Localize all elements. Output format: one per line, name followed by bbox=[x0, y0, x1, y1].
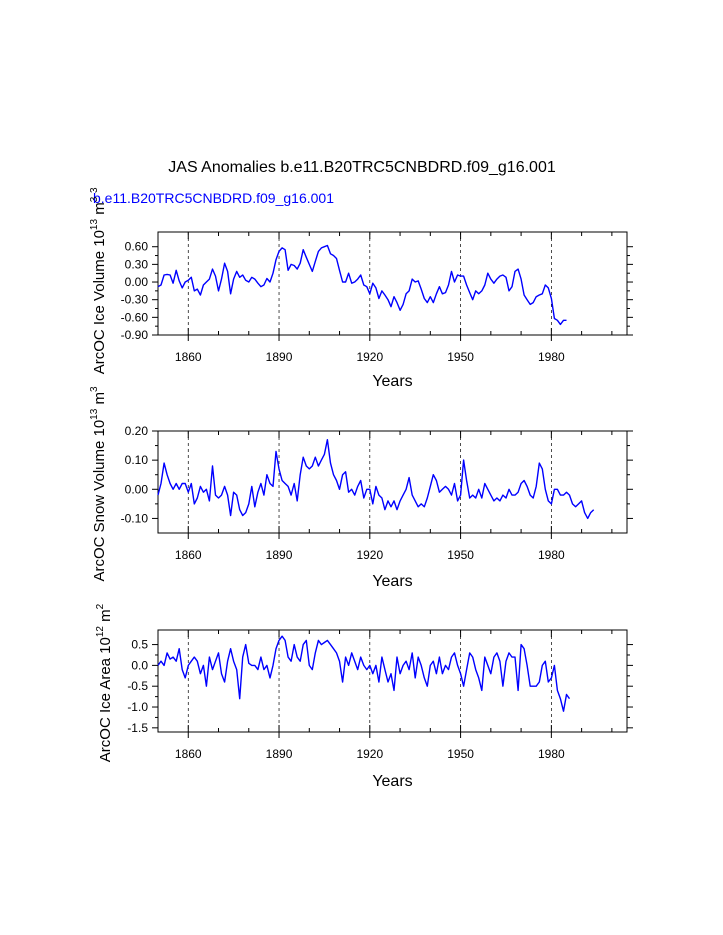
y-tick-label: 0.00 bbox=[125, 482, 149, 496]
y-tick-label: -0.60 bbox=[121, 310, 149, 324]
x-tick-label: 1920 bbox=[356, 747, 383, 761]
y-tick-label: -0.90 bbox=[121, 328, 149, 342]
panel-snow-volume: 1860 1890 1920 1950 1980 -0.10 0.00 0.10 0.20 Yea… bbox=[89, 386, 633, 590]
x-tick-label: 1890 bbox=[266, 548, 293, 562]
series-line-ice-volume bbox=[157, 244, 567, 326]
y-tick-label: 0.0 bbox=[131, 658, 148, 672]
x-tick-label: 1980 bbox=[538, 350, 565, 364]
plot-frame bbox=[157, 430, 628, 534]
overlay-exponent-label: 3 bbox=[89, 187, 100, 193]
y-tick-label: -1.0 bbox=[127, 700, 148, 714]
x-tick-label: 1860 bbox=[175, 548, 202, 562]
y-tick-label: 0.30 bbox=[125, 257, 149, 271]
x-tick-label: 1860 bbox=[175, 350, 202, 364]
y-axis-label: ArcOC Ice Volume 1013 m3 bbox=[89, 196, 108, 374]
x-axis-label: Years bbox=[372, 373, 412, 390]
x-tick-label: 1920 bbox=[356, 350, 383, 364]
x-tick-label: 1950 bbox=[447, 747, 474, 761]
y-tick-label: 0.00 bbox=[125, 275, 149, 289]
x-axis-label: Years bbox=[372, 573, 412, 590]
chart-panels: 1860 1890 1920 1950 1980 -0.90 -0.60 -0.30 0.00 0… bbox=[89, 196, 633, 790]
x-tick-label: 1950 bbox=[447, 548, 474, 562]
y-tick-label: -0.5 bbox=[127, 679, 148, 693]
y-tick-label: -0.10 bbox=[121, 511, 149, 525]
x-tick-label: 1860 bbox=[175, 747, 202, 761]
y-tick-label: 0.60 bbox=[125, 240, 149, 254]
x-tick-label: 1980 bbox=[538, 548, 565, 562]
y-axis-label: ArcOC Snow Volume 1013 m3 bbox=[89, 386, 108, 582]
y-tick-label: 0.20 bbox=[125, 424, 149, 438]
y-tick-label: -0.30 bbox=[121, 293, 149, 307]
panel-ice-volume: 1860 1890 1920 1950 1980 -0.90 -0.60 -0.30 0.00 0… bbox=[89, 196, 633, 390]
plot-frame bbox=[157, 231, 628, 336]
series-line-ice-area bbox=[157, 635, 571, 712]
series-legend-label: b.e11.B20TRC5CNBDRD.f09_g16.001 bbox=[93, 190, 334, 206]
x-axis-label: Years bbox=[372, 773, 412, 790]
x-tick-label: 1890 bbox=[266, 350, 293, 364]
panel-ice-area: 1860 1890 1920 1950 1980 -1.5 -1.0 -0.5 0.0 0.5 Ye… bbox=[95, 603, 633, 790]
x-tick-label: 1950 bbox=[447, 350, 474, 364]
x-tick-label: 1980 bbox=[538, 747, 565, 761]
series-line-snow-volume bbox=[157, 439, 595, 520]
chart-title: JAS Anomalies b.e11.B20TRC5CNBDRD.f09_g1… bbox=[168, 159, 556, 176]
plot-frame bbox=[157, 629, 628, 733]
y-axis-label: ArcOC Ice Area 1012 m2 bbox=[95, 603, 114, 762]
y-tick-label: 0.10 bbox=[125, 453, 149, 467]
y-tick-label: -1.5 bbox=[127, 721, 148, 735]
y-tick-label: 0.5 bbox=[131, 638, 148, 652]
x-tick-label: 1890 bbox=[266, 747, 293, 761]
x-tick-label: 1920 bbox=[356, 548, 383, 562]
